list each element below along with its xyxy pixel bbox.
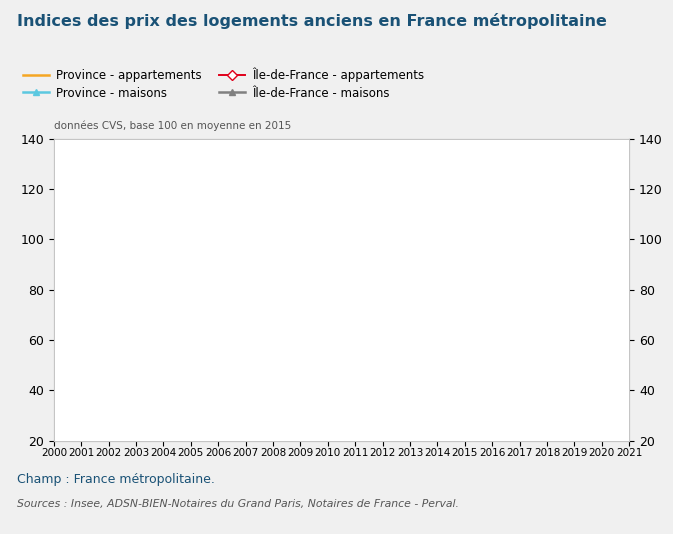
Legend: Province - appartements, Province - maisons, Île-de-France - appartements, Île-d: Province - appartements, Province - mais… — [23, 67, 424, 99]
Text: Champ : France métropolitaine.: Champ : France métropolitaine. — [17, 473, 215, 485]
Text: Indices des prix des logements anciens en France métropolitaine: Indices des prix des logements anciens e… — [17, 13, 606, 29]
Text: données CVS, base 100 en moyenne en 2015: données CVS, base 100 en moyenne en 2015 — [54, 120, 291, 131]
Text: Sources : Insee, ADSN-BIEN-Notaires du Grand Paris, Notaires de France - Perval.: Sources : Insee, ADSN-BIEN-Notaires du G… — [17, 499, 459, 509]
